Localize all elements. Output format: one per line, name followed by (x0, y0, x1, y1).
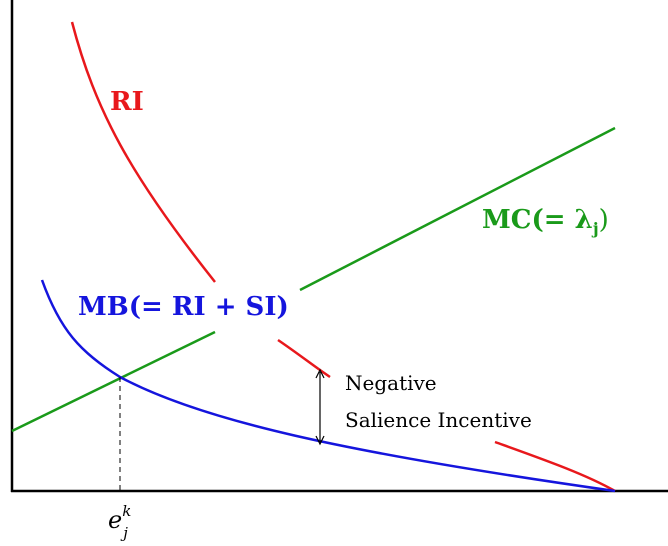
x-marker-base: e (108, 506, 122, 534)
mc-label-sub: j (591, 219, 599, 238)
mc-line-right (299, 126, 616, 292)
annotation-line1: Negative (345, 371, 437, 395)
x-marker-sub: j (120, 524, 128, 542)
mc-line-left (11, 330, 216, 433)
mb-label: MB(= RI + SI) (78, 292, 289, 322)
x-marker-label: ek j (108, 502, 131, 542)
mc-label: MC(= λj) (482, 205, 609, 238)
ri-curve-lower (494, 440, 616, 493)
annotation-line2: Salience Incentive (345, 408, 532, 432)
salience-arrow-head-top (315, 368, 325, 379)
ri-curve-mid (277, 338, 331, 379)
mc-label-main: MC(= λ (482, 205, 593, 235)
ri-curve-upper (70, 21, 216, 283)
mb-curve (40, 279, 616, 493)
ri-label: RI (110, 87, 144, 117)
x-marker-sup: k (122, 502, 131, 520)
mc-label-close: ) (599, 205, 609, 235)
salience-arrow-head-bottom (315, 435, 325, 446)
